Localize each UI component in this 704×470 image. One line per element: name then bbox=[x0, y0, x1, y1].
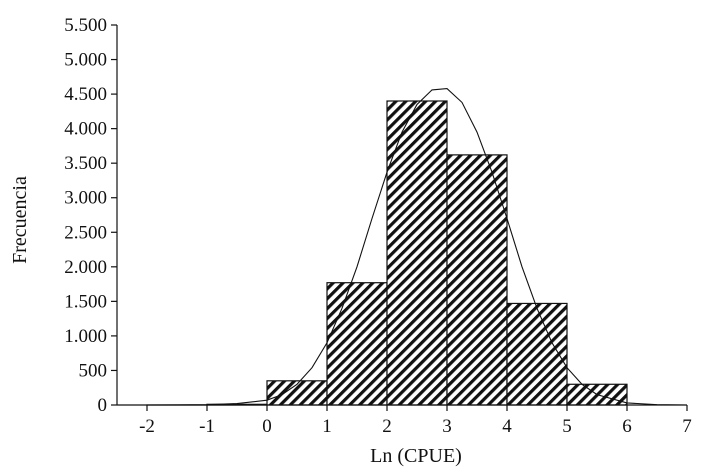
y-tick-label: 2.500 bbox=[64, 222, 107, 243]
y-tick-label: 3.000 bbox=[64, 188, 107, 209]
histogram-bar-6 bbox=[506, 302, 568, 406]
y-tick-label: 1.000 bbox=[64, 326, 107, 347]
histogram-bar-3 bbox=[326, 282, 388, 406]
histogram-bar-5 bbox=[446, 154, 508, 406]
axes bbox=[116, 25, 687, 406]
x-tick-label: 7 bbox=[682, 416, 692, 437]
x-tick-label: 0 bbox=[262, 416, 272, 437]
y-tick-label: 3.500 bbox=[64, 153, 107, 174]
y-axis-ticks: 0 500 1.000 1.500 2.000 2.500 3.000 3.500 4.000 4… bbox=[64, 15, 117, 416]
y-tick-label: 1.500 bbox=[64, 291, 107, 312]
x-tick-label: 6 bbox=[622, 416, 632, 437]
y-tick-label: 2.000 bbox=[64, 257, 107, 278]
y-tick-label: 5.000 bbox=[64, 50, 107, 71]
y-tick-label: 4.000 bbox=[64, 119, 107, 140]
x-tick-label: 4 bbox=[502, 416, 512, 437]
x-tick-label: 5 bbox=[562, 416, 572, 437]
x-axis-ticks: -2 -1 0 1 2 3 4 5 6 7 bbox=[139, 405, 692, 437]
x-tick-label: -2 bbox=[139, 416, 155, 437]
y-axis-title: Frecuencia bbox=[9, 176, 31, 264]
x-tick-label: 3 bbox=[442, 416, 452, 437]
y-tick-label: 5.500 bbox=[64, 15, 107, 36]
y-tick-label: 4.500 bbox=[64, 84, 107, 105]
x-tick-label: 1 bbox=[322, 416, 332, 437]
histogram-bars bbox=[146, 100, 628, 406]
x-axis-title: Ln (CPUE) bbox=[370, 445, 462, 467]
y-tick-label: 500 bbox=[79, 360, 108, 381]
x-tick-label: 2 bbox=[382, 416, 392, 437]
normal-fit-curve bbox=[146, 88, 688, 406]
y-tick-label: 0 bbox=[98, 395, 108, 416]
x-tick-label: -1 bbox=[199, 416, 215, 437]
fit-curve-layer bbox=[146, 88, 688, 406]
